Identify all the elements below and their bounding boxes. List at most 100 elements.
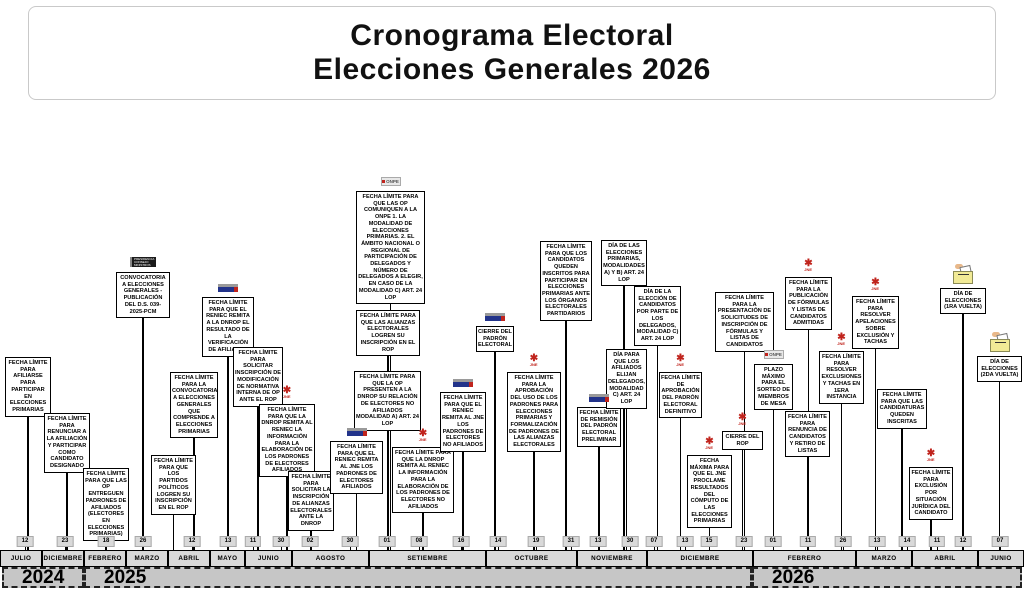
month-cell: FEBRERO <box>753 550 856 567</box>
year-band: 2025 <box>84 567 752 588</box>
day-tick <box>876 545 878 550</box>
day-tick <box>936 545 938 550</box>
month-cell: DICIEMBRE <box>42 550 84 567</box>
event-box: FECHA LÍMITE PARA QUE LAS OP ENTREGUEN P… <box>83 468 129 542</box>
day-label: 13 <box>868 536 886 547</box>
day-tick <box>708 545 710 550</box>
day-tick <box>906 545 908 550</box>
day-label: 13 <box>219 536 237 547</box>
day-label: 07 <box>991 536 1009 547</box>
event-box: FECHA LÍMITE PARA RESOLVER EXCLUSIONES Y… <box>819 351 864 404</box>
month-cell: JULIO <box>0 550 42 567</box>
jne-logo-icon: ✱ JNE <box>738 412 747 426</box>
event-stem <box>743 297 746 550</box>
event-box: DÍA DE LA ELECCIÓN DE CANDIDATOS POR PAR… <box>634 286 681 346</box>
month-cell: OCTUBRE <box>486 550 577 567</box>
pcm-logo-icon: PRESIDENCIA CONSEJO MINISTROS <box>130 257 157 267</box>
event-box: FECHA LÍMITE PARA QUE LOS CANDIDATOS QUE… <box>540 241 592 321</box>
event-box: FECHA LÍMITE PARA LA PRESENTACIÓN DE SOL… <box>715 292 774 352</box>
day-tick <box>653 545 655 550</box>
day-tick <box>24 545 26 550</box>
title-panel: Cronograma Electoral Elecciones Generale… <box>28 6 996 100</box>
day-label: 23 <box>56 536 74 547</box>
day-tick <box>743 545 745 550</box>
month-cell: DICIEMBRE <box>647 550 753 567</box>
jne-logo-icon: ✱ JNE <box>529 353 539 367</box>
event-stem <box>806 416 809 550</box>
event-icon-holder <box>589 394 609 402</box>
event-icon-holder <box>989 332 1011 352</box>
day-tick <box>280 545 282 550</box>
event-stem <box>66 418 68 550</box>
event-box: DÍA DE LAS ELECCIONES PRIMARIAS, MODALID… <box>601 240 647 287</box>
day-label: 31 <box>562 536 580 547</box>
day-label: 14 <box>898 536 916 547</box>
event-box: FECHA LÍMITE PARA QUE EL RENIEC REMITA A… <box>440 392 486 452</box>
day-tick <box>309 545 311 550</box>
reniec-logo-icon <box>589 394 609 402</box>
day-label: 11 <box>928 536 946 547</box>
jne-logo-icon: ✱ JNE <box>418 428 428 442</box>
page-title: Cronograma Electoral Elecciones Generale… <box>313 19 711 88</box>
event-icon-holder: ✱ JNE <box>871 278 879 291</box>
event-box: FECHA LÍMITE PARA QUE LA DNROP REMITA AL… <box>392 447 454 514</box>
event-box: DÍA PARA QUE LOS AFILIADOS ELIJAN DELEGA… <box>606 349 647 409</box>
event-stem <box>533 377 535 550</box>
jne-logo-icon: ✱ JNE <box>282 385 292 399</box>
event-stem <box>227 302 229 550</box>
day-tick <box>142 545 144 550</box>
event-box: FECHA LÍMITE PARA RENUNCIA DE CANDIDATOS… <box>785 411 830 458</box>
day-tick <box>684 545 686 550</box>
jne-logo-icon: ✱ JNE <box>837 332 846 346</box>
month-cell: SETIEMBRE <box>369 550 486 567</box>
event-box: FECHA LÍMITE PARA QUE LAS OP COMUNIQUEN … <box>356 191 425 305</box>
event-stem <box>462 397 464 550</box>
event-box: FECHA LÍMITE PARA QUE LAS CANDIDATURAS Q… <box>877 389 927 429</box>
month-cell: AGOSTO <box>292 550 369 567</box>
event-box: FECHA LÍMITE PARA QUE EL RENIEC REMITA A… <box>330 441 383 494</box>
event-icon-holder <box>485 313 505 321</box>
event-icon-holder: ✱ JNE <box>804 259 812 272</box>
day-label: 18 <box>97 536 115 547</box>
day-label: 26 <box>834 536 852 547</box>
event-stem <box>998 361 1001 550</box>
day-tick <box>497 545 499 550</box>
event-icon-holder <box>218 284 238 292</box>
event-box: FECHA LÍMITE PARA RESOLVER APELACIONES S… <box>852 296 899 349</box>
day-label: 11 <box>799 536 817 547</box>
day-tick <box>842 545 844 550</box>
reniec-logo-icon <box>218 284 238 292</box>
event-icon-holder: ✱ JNE <box>419 429 427 442</box>
onpe-logo-icon: ONPE <box>380 177 401 186</box>
month-cell: ABRIL <box>168 550 210 567</box>
day-label: 12 <box>16 536 34 547</box>
day-label: 30 <box>341 536 359 547</box>
day-tick <box>807 545 809 550</box>
event-box: FECHA LÍMITE DE APROBACIÓN DEL PADRÓN EL… <box>659 372 702 419</box>
event-box: DÍA DE ELECCIONES (2DA VUELTA) <box>977 356 1022 383</box>
day-label: 23 <box>735 536 753 547</box>
day-label: 01 <box>764 536 782 547</box>
event-icon-holder: ✱ JNE <box>676 354 684 367</box>
month-cell: ABRIL <box>912 550 978 567</box>
event-icon-holder: ✱ JNE <box>283 386 291 399</box>
event-box: FECHA LÍMITE PARA LA CONVOCATORIA A ELEC… <box>170 372 218 439</box>
event-box: PLAZO MÁXIMO PARA EL SORTEO DE MIEMBROS … <box>754 364 793 411</box>
year-label: 2025 <box>104 566 147 588</box>
event-icon-holder: ✱ JNE <box>530 354 538 367</box>
event-box: FECHA LÍMITE PARA RENUNCIAR A LA AFILIAC… <box>44 413 90 473</box>
event-box: FECHA LÍMITE PARA AFILIARSE PARA PARTICI… <box>5 357 51 417</box>
event-icon-holder: ✱ JNE <box>927 449 935 462</box>
ballot-box-icon <box>989 332 1011 352</box>
event-stem <box>355 446 358 550</box>
event-icon-holder: ONPE <box>763 350 784 359</box>
year-label: 2026 <box>772 566 815 588</box>
day-tick <box>252 545 254 550</box>
onpe-logo-icon: ONPE <box>763 350 784 359</box>
event-box: FECHA LÍMITE DE REMISIÓN DEL PADRÓN ELEC… <box>577 407 621 447</box>
event-box: FECHA LÍMITE PARA QUE LA OP PRESENTEN A … <box>354 371 421 431</box>
jne-logo-icon: ✱ JNE <box>926 448 936 462</box>
event-box: CIERRE DEL ROP <box>722 431 763 451</box>
day-label: 16 <box>452 536 470 547</box>
event-box: FECHA LÍMITE PARA QUE LOS PARTIDOS POLÍT… <box>151 455 196 515</box>
